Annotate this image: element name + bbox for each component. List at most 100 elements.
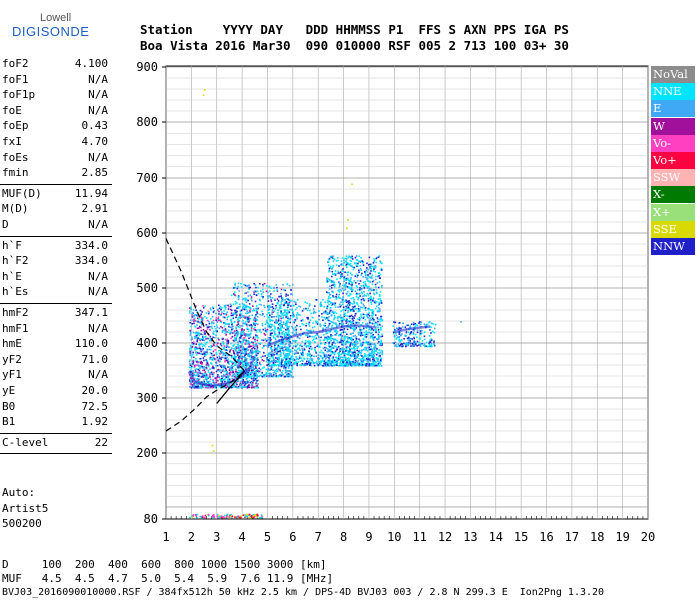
echo-point <box>217 342 219 344</box>
echo-point <box>341 301 344 303</box>
echo-point <box>346 300 349 303</box>
echo-point <box>250 329 253 331</box>
echo-point <box>362 360 364 362</box>
echo-point <box>225 376 228 379</box>
echo-point <box>373 292 375 295</box>
echo-point <box>326 355 328 357</box>
echo-point <box>351 289 354 291</box>
echo-point <box>294 340 297 343</box>
echo-point <box>259 299 261 302</box>
echo-point <box>419 321 421 323</box>
echo-point <box>299 349 301 351</box>
echo-point <box>362 303 365 306</box>
echo-point <box>337 356 340 359</box>
echo-point <box>247 324 249 326</box>
echo-point <box>376 360 379 362</box>
echo-point <box>374 267 377 269</box>
echo-point <box>361 306 364 309</box>
echo-point <box>372 333 374 336</box>
echo-point <box>197 375 200 378</box>
echo-point <box>240 516 242 519</box>
echo-point <box>374 300 376 303</box>
echo-point <box>308 321 311 324</box>
echo-point <box>272 335 275 338</box>
echo-point <box>364 335 367 338</box>
echo-point <box>288 354 291 356</box>
echo-point <box>352 328 355 330</box>
echo-point <box>270 300 273 303</box>
echo-point <box>340 260 343 262</box>
echo-point <box>233 340 235 342</box>
echo-point <box>289 341 291 343</box>
echo-point <box>346 306 349 309</box>
echo-point <box>286 312 289 314</box>
echo-point <box>345 301 348 304</box>
echo-point <box>380 328 382 331</box>
echo-point <box>376 363 379 366</box>
echo-point <box>235 356 238 358</box>
echo-point <box>279 347 282 349</box>
echo-point <box>306 364 308 366</box>
y-tick-label: 200 <box>136 446 158 460</box>
echo-point <box>235 351 238 353</box>
echo-point <box>201 365 203 368</box>
echo-point <box>423 338 426 341</box>
echo-point <box>331 275 333 278</box>
echo-point <box>354 340 357 342</box>
echo-point <box>202 376 205 378</box>
echo-point <box>353 364 356 367</box>
echo-point <box>364 323 367 325</box>
echo-point <box>367 354 370 357</box>
echo-point <box>421 332 423 335</box>
echo-point <box>331 326 333 328</box>
echo-point <box>308 340 311 343</box>
echo-point <box>376 323 379 325</box>
echo-point <box>357 353 359 356</box>
echo-point <box>203 366 205 368</box>
echo-point <box>320 349 323 352</box>
echo-point <box>400 339 402 342</box>
echo-point <box>254 344 257 346</box>
echo-point <box>277 363 279 366</box>
echo-point <box>418 344 420 346</box>
echo-point <box>344 352 347 355</box>
echo-point <box>250 324 253 326</box>
echo-point <box>373 347 376 349</box>
param-value: 2.91 <box>81 202 109 216</box>
echo-point <box>236 307 238 309</box>
echo-point <box>245 317 248 320</box>
echo-point <box>271 348 274 351</box>
echo-point <box>285 355 288 358</box>
echo-point <box>255 294 258 297</box>
echo-point <box>230 354 233 357</box>
echo-point <box>369 317 371 319</box>
echo-point <box>218 385 221 388</box>
echo-point <box>274 357 277 359</box>
echo-point <box>275 318 278 321</box>
echo-point <box>420 321 423 323</box>
echo-point <box>327 261 330 263</box>
echo-point <box>335 329 338 332</box>
echo-point <box>253 323 255 325</box>
echo-point <box>339 271 342 273</box>
echo-point <box>357 279 359 282</box>
echo-point <box>333 361 336 363</box>
echo-point <box>245 312 247 315</box>
echo-point <box>279 292 282 295</box>
echo-point <box>227 375 229 378</box>
echo-point <box>241 325 244 327</box>
echo-point <box>332 281 334 283</box>
echo-point <box>433 340 436 342</box>
echo-point <box>282 373 284 376</box>
echo-point <box>234 364 237 366</box>
echo-point <box>392 342 395 344</box>
echo-point <box>356 347 358 350</box>
echo-point <box>430 326 432 329</box>
echo-point <box>423 335 426 338</box>
echo-point <box>333 353 336 356</box>
echo-point <box>280 315 282 318</box>
echo-point <box>395 338 398 340</box>
echo-point <box>249 355 251 358</box>
echo-point <box>210 309 212 311</box>
echo-point <box>332 296 334 298</box>
